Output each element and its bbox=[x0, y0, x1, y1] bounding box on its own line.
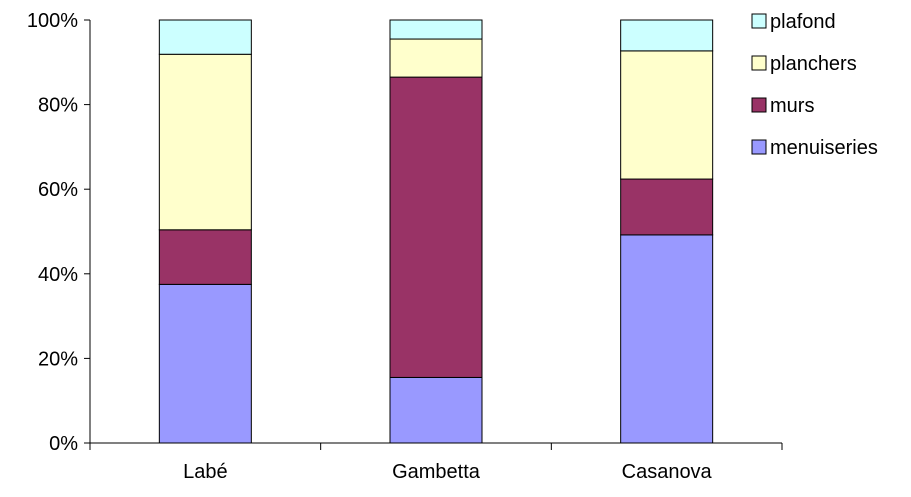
y-tick-label: 100% bbox=[27, 10, 78, 32]
legend-label-planchers: planchers bbox=[770, 53, 857, 75]
bar-segment-murs bbox=[389, 76, 483, 378]
bar-segment-plafond bbox=[158, 19, 252, 55]
bar-segment-menuiseries bbox=[158, 283, 252, 444]
x-tick-label: Labé bbox=[183, 461, 228, 483]
legend-swatch-menuiseries bbox=[751, 139, 767, 155]
bars bbox=[158, 19, 714, 444]
legend-swatch-plafond bbox=[751, 13, 767, 29]
tick-labels: 0% 20% 40% 60% 80% 100% Labé Gambetta Casanova bbox=[27, 10, 713, 483]
bar-segment-murs bbox=[620, 178, 714, 236]
y-tick-label: 40% bbox=[38, 264, 78, 286]
bar-segment-planchers bbox=[620, 50, 714, 180]
y-tick-label: 0% bbox=[49, 433, 78, 455]
x-tick-label: Casanova bbox=[622, 461, 713, 483]
legend-label-menuiseries: menuiseries bbox=[770, 137, 878, 159]
legend-label-murs: murs bbox=[770, 95, 814, 117]
legend: plafond planchers murs menuiseries bbox=[751, 11, 878, 159]
x-tick-label: Gambetta bbox=[392, 461, 481, 483]
bar-segment-planchers bbox=[158, 53, 252, 231]
y-tick-label: 20% bbox=[38, 348, 78, 370]
bar-segment-murs bbox=[158, 229, 252, 285]
bar-segment-planchers bbox=[389, 38, 483, 78]
y-tick-label: 80% bbox=[38, 95, 78, 117]
bar-segment-plafond bbox=[620, 19, 714, 52]
bar-segment-menuiseries bbox=[620, 234, 714, 444]
bar-segment-menuiseries bbox=[389, 376, 483, 444]
legend-swatch-murs bbox=[751, 97, 767, 113]
legend-swatch-planchers bbox=[751, 55, 767, 71]
y-tick-label: 60% bbox=[38, 179, 78, 201]
bar-segment-plafond bbox=[389, 19, 483, 40]
legend-label-plafond: plafond bbox=[770, 11, 836, 33]
